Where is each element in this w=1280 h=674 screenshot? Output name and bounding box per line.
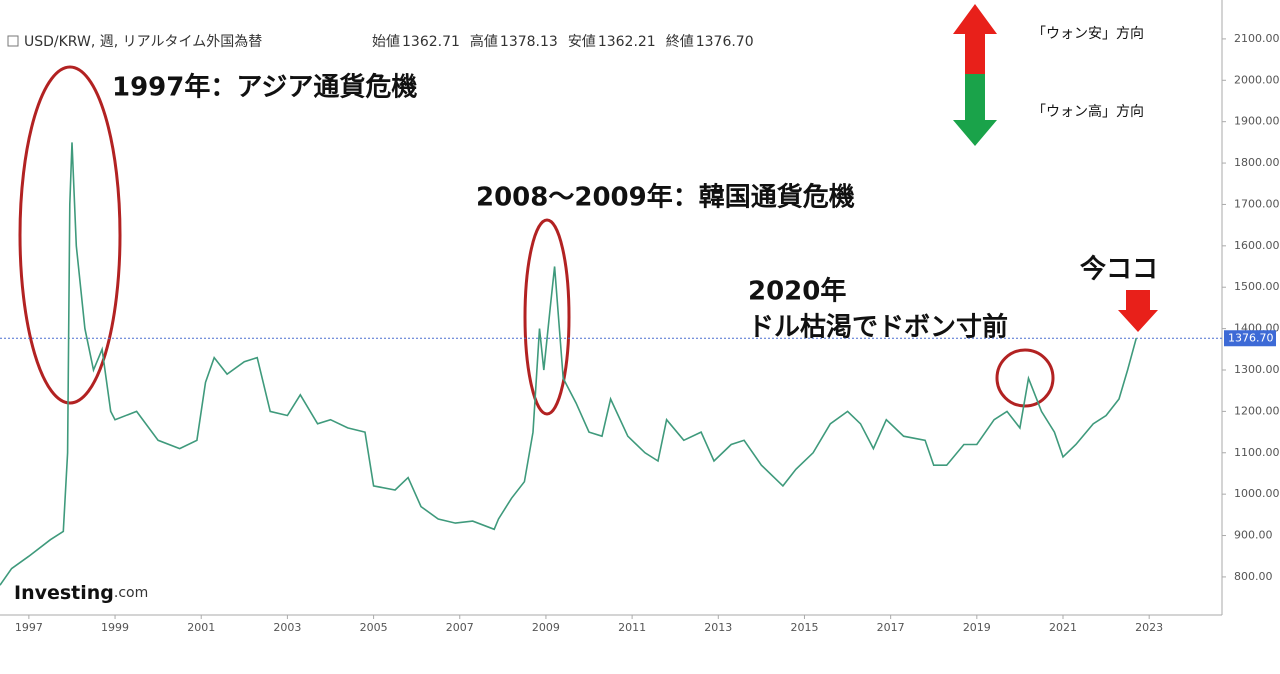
price-line-series [0,142,1138,586]
x-tick-label: 2009 [532,621,560,634]
x-tick-label: 2015 [790,621,818,634]
brand: Investing.com [14,582,148,604]
annotation: 「ウォン安」方向 [1032,26,1144,42]
x-tick-label: 2021 [1049,621,1077,634]
quote-value: 1378.13 [500,34,558,50]
arrow-down [953,74,997,146]
quote-label: 安値 [568,34,596,50]
annotation: 1997年：アジア通貨危機 [112,72,417,103]
y-tick-label: 900.00 [1234,529,1273,542]
x-tick-label: 1999 [101,621,129,634]
y-tick-label: 1000.00 [1234,487,1280,500]
arrow-now [1118,290,1158,332]
x-tick-label: 2003 [273,621,301,634]
price-tag-label: 1376.70 [1228,331,1274,344]
x-tick-label: 2007 [446,621,474,634]
y-tick-label: 800.00 [1234,570,1273,583]
y-tick-label: 1900.00 [1234,115,1280,128]
annotation: 2008～2009年：韓国通貨危機 [476,182,855,213]
x-tick-label: 2019 [963,621,991,634]
collapse-icon[interactable] [7,35,19,47]
x-tick-label: 2001 [187,621,215,634]
y-tick-label: 1300.00 [1234,363,1280,376]
brand-suffix: .com [114,585,148,601]
highlight-2020 [995,348,1055,408]
y-tick-label: 1800.00 [1234,156,1280,169]
y-tick-label: 1500.00 [1234,280,1280,293]
y-tick-label: 1100.00 [1234,446,1280,459]
quote-label: 始値 [372,34,400,50]
header: USD/KRW, 週, リアルタイム外国為替 [24,34,262,50]
annotation: 2020年 [748,276,846,307]
quote-value: 1362.71 [402,34,460,50]
x-tick-label: 2017 [877,621,905,634]
quote-label: 高値 [470,33,498,50]
x-tick-label: 1997 [15,621,43,634]
y-tick-label: 2000.00 [1234,73,1280,86]
y-tick-label: 1700.00 [1234,197,1280,210]
arrow-up [953,4,997,74]
highlight-2008 [523,218,571,416]
y-tick-label: 1200.00 [1234,404,1280,417]
x-tick-label: 2005 [360,621,388,634]
y-tick-label: 1600.00 [1234,239,1280,252]
x-tick-label: 2011 [618,621,646,634]
quote-label: 終値 [666,34,694,50]
quote: 始値 1362.71 高値 1378.13 安値 1362.21 終値 1376.70 [372,33,754,50]
quote-value: 1376.70 [696,34,754,50]
x-tick-label: 2013 [704,621,732,634]
quote-value: 1362.21 [598,34,656,50]
annotation: 今ココ [1080,254,1158,285]
highlight-1997 [18,65,122,405]
y-tick-label: 2100.00 [1234,32,1280,45]
annotation: ドル枯渇でドボン寸前 [748,312,1008,343]
annotation: 「ウォン高」方向 [1032,103,1144,120]
brand-name: Investing [14,582,114,604]
price-tag [1224,330,1276,347]
x-tick-label: 2023 [1135,621,1163,634]
